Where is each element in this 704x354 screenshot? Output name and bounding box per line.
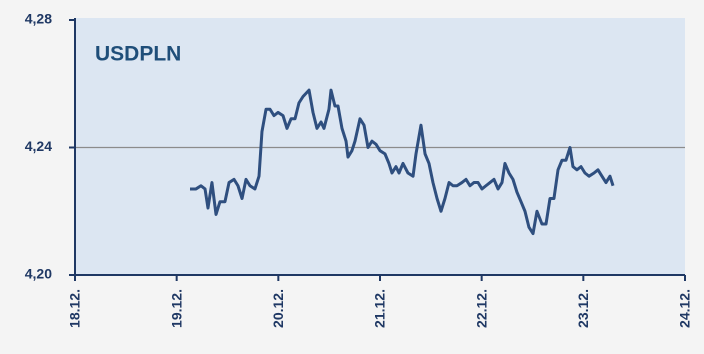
- y-tick-label: 4,24: [25, 138, 52, 154]
- x-tick-label: 21.12.: [372, 289, 388, 328]
- x-tick-label: 23.12.: [575, 289, 591, 328]
- y-tick-label: 4,28: [25, 11, 52, 27]
- x-tick-label: 20.12.: [270, 289, 286, 328]
- y-tick-label: 4,20: [25, 266, 52, 282]
- x-tick-label: 19.12.: [168, 289, 184, 328]
- chart-title: USDPLN: [95, 43, 181, 66]
- x-tick-label: 18.12.: [67, 289, 83, 328]
- price-line: [189, 88, 615, 236]
- x-tick-label: 22.12.: [473, 289, 489, 328]
- x-tick-label: 24.12.: [677, 289, 693, 328]
- plot-area: [75, 18, 685, 275]
